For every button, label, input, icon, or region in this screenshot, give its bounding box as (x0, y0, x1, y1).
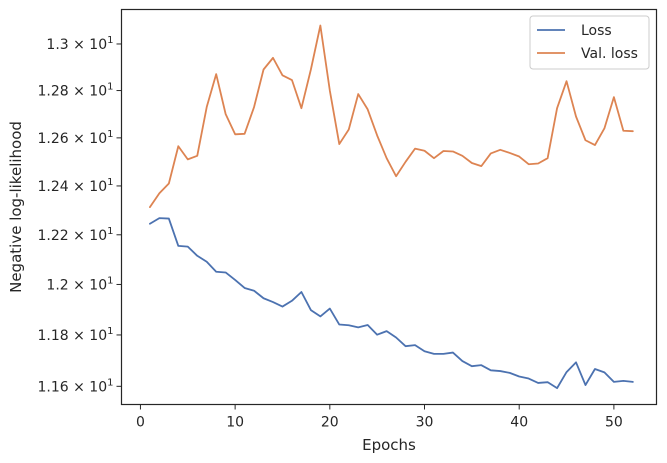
legend-label-loss: Loss (581, 23, 612, 39)
x-axis-label: Epochs (362, 436, 416, 454)
series-layer (149, 24, 634, 390)
y-tick-label: 1.2 × 101 (46, 275, 113, 293)
y-axis-ticks: 1.16 × 101 1.18 × 101 1.2 × 101 1.22 × 101 1… (38, 35, 122, 395)
x-tick-label: 40 (510, 415, 528, 431)
x-tick-label: 10 (226, 415, 244, 431)
y-axis-label: Negative log-likelihood (7, 121, 25, 293)
y-tick-label: 1.3 × 101 (46, 35, 113, 53)
series-line-loss (149, 217, 634, 390)
x-tick-label: 0 (136, 415, 145, 431)
legend-label-val-loss: Val. loss (581, 46, 638, 62)
x-axis-ticks: 0 10 20 30 40 50 (136, 404, 623, 431)
y-tick-label: 1.22 × 101 (38, 226, 114, 244)
plot-frame (120, 8, 658, 406)
y-tick-label: 1.28 × 101 (38, 82, 114, 100)
x-tick-label: 30 (416, 415, 434, 431)
y-tick-label: 1.18 × 101 (38, 326, 114, 344)
legend: Loss Val. loss (529, 15, 650, 70)
y-tick-label: 1.26 × 101 (38, 129, 114, 147)
y-tick-label: 1.16 × 101 (38, 377, 114, 395)
y-tick-label: 1.24 × 101 (38, 177, 114, 195)
x-tick-label: 20 (321, 415, 339, 431)
x-tick-label: 50 (605, 415, 623, 431)
series-line-val-loss (149, 24, 634, 208)
